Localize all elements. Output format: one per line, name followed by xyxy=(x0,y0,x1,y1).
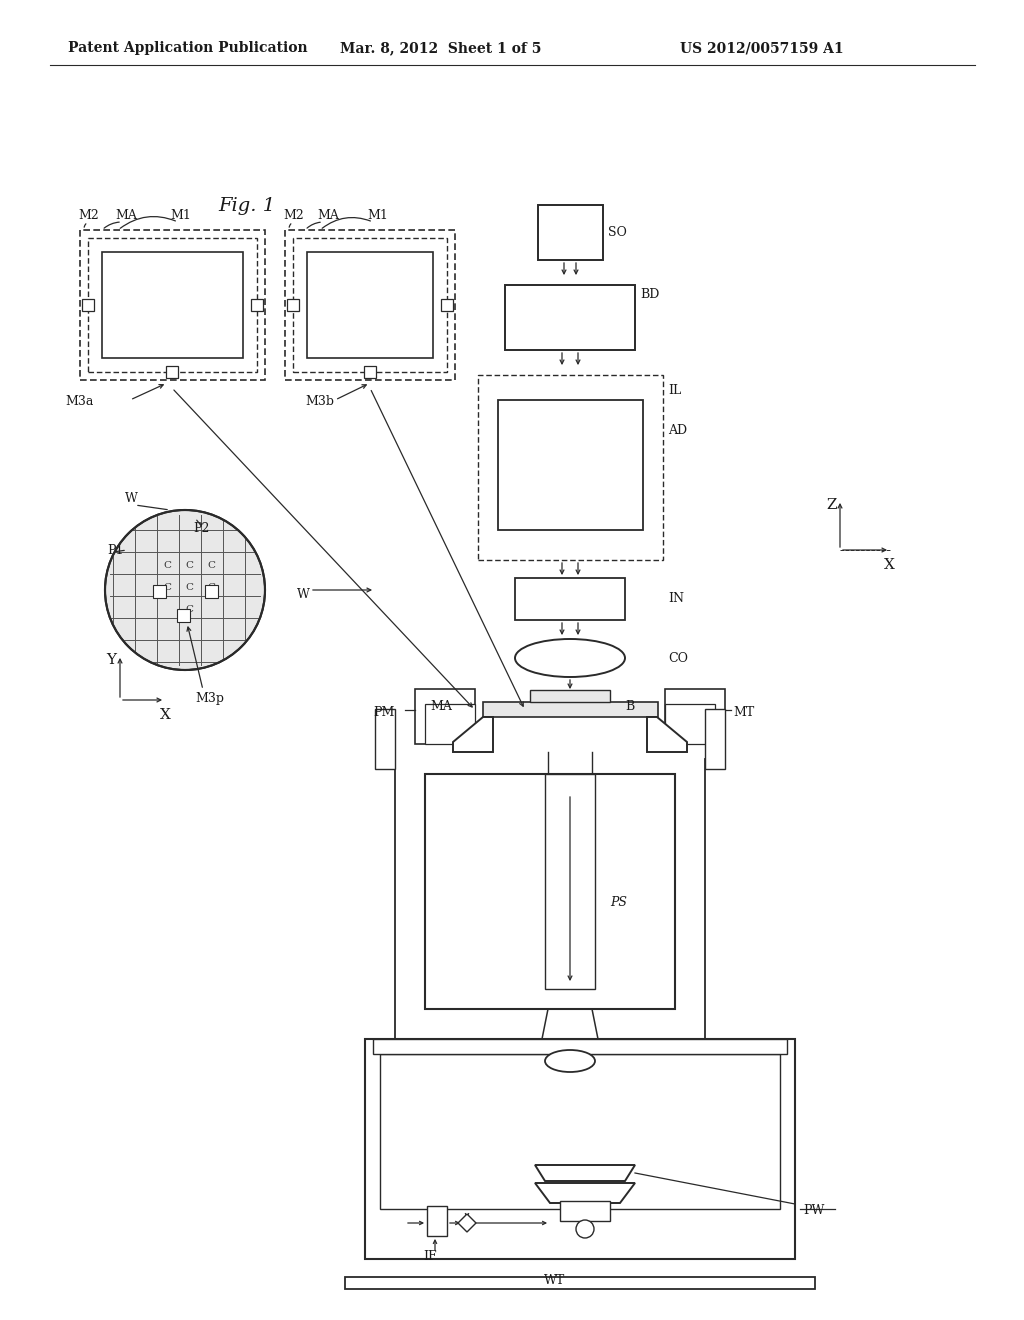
Text: P2: P2 xyxy=(193,521,209,535)
Bar xyxy=(441,300,453,312)
Bar xyxy=(425,704,475,744)
Text: C: C xyxy=(185,605,193,614)
Bar xyxy=(478,375,663,560)
Text: PM: PM xyxy=(373,705,394,718)
Text: MT: MT xyxy=(733,705,755,718)
Bar xyxy=(365,1039,795,1259)
Text: IN: IN xyxy=(668,593,684,606)
Bar xyxy=(375,709,395,770)
Text: Patent Application Publication: Patent Application Publication xyxy=(68,41,307,55)
Text: US 2012/0057159 A1: US 2012/0057159 A1 xyxy=(680,41,844,55)
Bar xyxy=(251,300,263,312)
Text: M1: M1 xyxy=(367,209,388,222)
Text: C: C xyxy=(163,561,171,569)
Text: Z: Z xyxy=(826,498,837,512)
Text: C: C xyxy=(207,561,215,569)
Text: M1: M1 xyxy=(170,209,190,222)
Text: W: W xyxy=(297,589,310,602)
Bar xyxy=(364,366,376,378)
Bar xyxy=(153,585,166,598)
Text: IF: IF xyxy=(423,1250,436,1262)
Polygon shape xyxy=(453,717,493,752)
Text: PW: PW xyxy=(803,1204,824,1217)
Text: MA: MA xyxy=(115,209,137,222)
Bar xyxy=(285,230,455,380)
Text: M3b: M3b xyxy=(305,395,334,408)
Bar xyxy=(293,238,447,372)
Bar xyxy=(82,300,94,312)
Text: C: C xyxy=(163,582,171,591)
Ellipse shape xyxy=(105,510,265,671)
Bar xyxy=(530,690,610,702)
Text: SO: SO xyxy=(608,227,627,239)
Bar xyxy=(665,704,715,744)
Circle shape xyxy=(575,1220,594,1238)
Bar xyxy=(80,230,265,380)
Bar xyxy=(427,1206,447,1236)
Bar xyxy=(287,300,299,312)
Text: C: C xyxy=(185,561,193,569)
Bar xyxy=(345,1276,815,1290)
Ellipse shape xyxy=(545,1049,595,1072)
Bar xyxy=(560,1201,610,1221)
Bar xyxy=(505,285,635,350)
Bar xyxy=(307,252,433,358)
Polygon shape xyxy=(458,1214,476,1232)
Text: B: B xyxy=(625,701,634,714)
Text: PS: PS xyxy=(610,895,627,908)
Bar xyxy=(373,1039,787,1053)
Polygon shape xyxy=(535,1166,635,1181)
Bar xyxy=(515,578,625,620)
Text: W: W xyxy=(125,492,138,506)
Text: MA: MA xyxy=(430,701,452,714)
Text: P1: P1 xyxy=(106,544,124,557)
Bar xyxy=(665,689,725,744)
Bar xyxy=(166,366,178,378)
Text: M3a: M3a xyxy=(65,395,93,408)
Bar xyxy=(545,774,595,989)
Text: Mar. 8, 2012  Sheet 1 of 5: Mar. 8, 2012 Sheet 1 of 5 xyxy=(340,41,542,55)
Text: C: C xyxy=(207,582,215,591)
Text: AD: AD xyxy=(668,424,687,437)
Text: M3p: M3p xyxy=(195,692,224,705)
Text: M2: M2 xyxy=(78,209,98,222)
Bar xyxy=(498,400,643,531)
Bar xyxy=(483,702,658,717)
Bar xyxy=(415,689,475,744)
Text: M2: M2 xyxy=(283,209,304,222)
Bar xyxy=(705,709,725,770)
Bar xyxy=(177,609,190,622)
Text: Fig. 1: Fig. 1 xyxy=(218,197,275,215)
Bar xyxy=(102,252,243,358)
Text: X: X xyxy=(160,708,171,722)
Text: IL: IL xyxy=(668,384,681,396)
Text: C: C xyxy=(185,582,193,591)
Bar xyxy=(88,238,257,372)
Text: WT: WT xyxy=(545,1275,565,1287)
Text: BD: BD xyxy=(640,289,659,301)
Polygon shape xyxy=(535,1183,635,1203)
Bar xyxy=(425,774,675,1008)
Text: CO: CO xyxy=(668,652,688,664)
Polygon shape xyxy=(647,717,687,752)
Bar xyxy=(205,585,218,598)
Text: MA: MA xyxy=(317,209,339,222)
Bar xyxy=(538,205,603,260)
Bar xyxy=(380,1053,780,1209)
Text: X: X xyxy=(884,558,895,572)
Text: Y: Y xyxy=(106,653,116,667)
Ellipse shape xyxy=(515,639,625,677)
